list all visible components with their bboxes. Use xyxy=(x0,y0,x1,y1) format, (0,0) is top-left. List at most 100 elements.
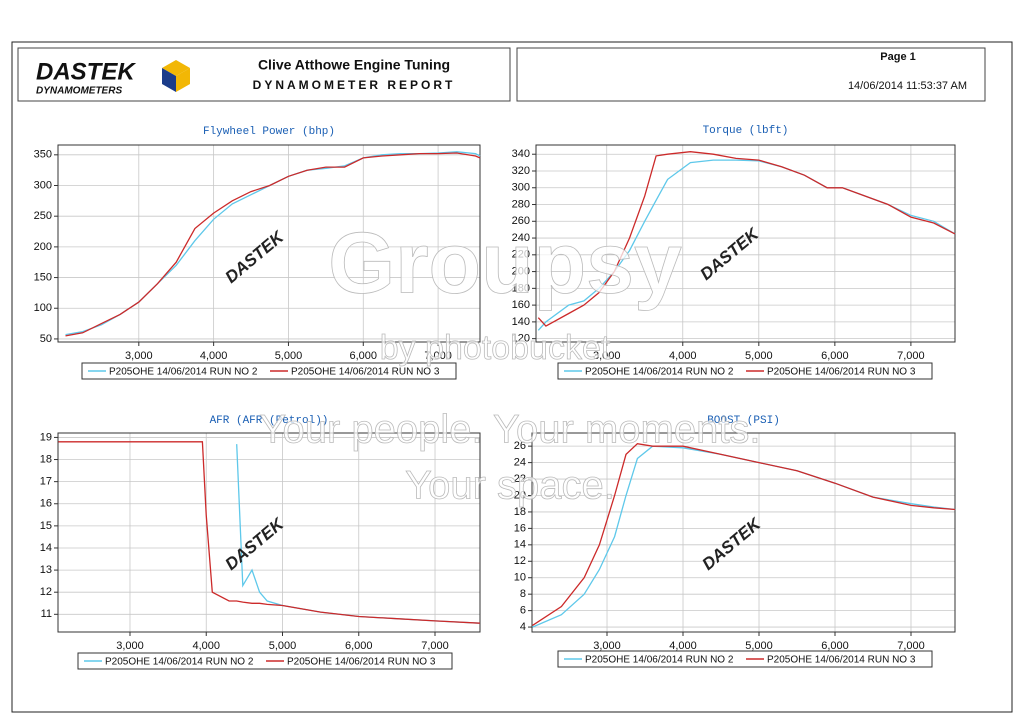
y-tick-label: 260 xyxy=(512,215,530,227)
legend: P205OHE 14/06/2014 RUN NO 2 P205OHE 14/06… xyxy=(557,362,933,380)
chart-title: Torque (lbft) xyxy=(703,125,789,137)
y-tick-label: 340 xyxy=(512,148,530,160)
y-tick-label: 240 xyxy=(512,232,530,244)
legend-label: P205OHE 14/06/2014 RUN NO 3 xyxy=(767,655,916,666)
data-line xyxy=(65,152,481,337)
x-tick-label: 4,000 xyxy=(669,640,697,652)
x-tick-label: 4,000 xyxy=(192,640,220,652)
y-tick-label: 50 xyxy=(40,333,52,345)
x-tick-label: 4,000 xyxy=(200,350,228,362)
x-tick-label: 3,000 xyxy=(593,640,621,652)
y-tick-label: 140 xyxy=(512,316,530,328)
chart-title: BOOST (PSI) xyxy=(707,415,780,427)
legend-box xyxy=(77,652,453,670)
plot-frame xyxy=(57,432,481,633)
x-tick-label: 6,000 xyxy=(350,350,378,362)
y-tick-label: 200 xyxy=(34,241,52,253)
y-tick-label: 200 xyxy=(512,265,530,277)
dastek-stamp: DASTEK xyxy=(698,513,765,574)
y-tick-label: 180 xyxy=(512,282,530,294)
x-tick-label: 7,000 xyxy=(421,640,449,652)
plot-frame xyxy=(535,144,956,343)
company: Clive Atthowe Engine Tuning xyxy=(258,57,450,73)
legend-box xyxy=(81,362,457,380)
y-tick-label: 19 xyxy=(40,431,52,443)
y-tick-label: 100 xyxy=(34,302,52,314)
y-tick-label: 150 xyxy=(34,271,52,283)
y-tick-label: 11 xyxy=(41,608,52,620)
y-tick-label: 12 xyxy=(514,555,526,567)
legend-label: P205OHE 14/06/2014 RUN NO 3 xyxy=(767,367,916,378)
legend-box xyxy=(557,362,933,380)
legend-label: P205OHE 14/06/2014 RUN NO 2 xyxy=(585,655,734,666)
legend-label: P205OHE 14/06/2014 RUN NO 3 xyxy=(291,367,440,378)
y-tick-label: 16 xyxy=(514,522,526,534)
header-right-box xyxy=(516,47,986,102)
x-tick-label: 7,000 xyxy=(897,640,925,652)
legend: P205OHE 14/06/2014 RUN NO 2 P205OHE 14/06… xyxy=(77,652,453,670)
x-tick-label: 3,000 xyxy=(125,350,153,362)
y-tick-label: 22 xyxy=(514,473,526,485)
y-tick-label: 20 xyxy=(514,489,526,501)
x-tick-label: 5,000 xyxy=(745,640,773,652)
y-tick-label: 4 xyxy=(520,621,526,633)
y-tick-label: 6 xyxy=(520,605,526,617)
y-tick-label: 160 xyxy=(512,299,530,311)
brand: DASTEK xyxy=(36,58,136,85)
y-tick-label: 350 xyxy=(34,149,52,161)
page-border xyxy=(11,41,1013,713)
y-tick-label: 8 xyxy=(520,588,526,600)
chart-title: AFR (AFR (Petrol)) xyxy=(210,415,329,427)
y-tick-label: 220 xyxy=(512,249,530,261)
y-tick-label: 24 xyxy=(514,457,526,469)
y-tick-label: 26 xyxy=(514,440,526,452)
legend-box xyxy=(557,650,933,668)
x-tick-label: 6,000 xyxy=(821,640,849,652)
y-tick-label: 14 xyxy=(40,542,52,554)
logo-cube xyxy=(162,60,190,92)
y-tick-label: 17 xyxy=(40,476,52,488)
legend: P205OHE 14/06/2014 RUN NO 2 P205OHE 14/06… xyxy=(81,362,457,380)
plot-frame xyxy=(531,432,956,633)
y-tick-label: 120 xyxy=(512,333,530,345)
legend-label: P205OHE 14/06/2014 RUN NO 3 xyxy=(287,657,436,668)
y-tick-label: 18 xyxy=(514,506,526,518)
y-tick-label: 13 xyxy=(40,564,52,576)
data-line xyxy=(58,441,481,624)
y-tick-label: 15 xyxy=(40,520,52,532)
data-line xyxy=(532,443,956,626)
y-tick-label: 14 xyxy=(514,539,526,551)
y-tick-label: 300 xyxy=(512,182,530,194)
report-title: DYNAMOMETER REPORT xyxy=(253,78,456,92)
y-tick-label: 280 xyxy=(512,198,530,210)
dastek-stamp: DASTEK xyxy=(221,513,288,574)
x-tick-label: 3,000 xyxy=(116,640,144,652)
timestamp: 14/06/2014 11:53:37 AM xyxy=(848,80,967,92)
legend-label: P205OHE 14/06/2014 RUN NO 2 xyxy=(585,367,734,378)
page-number: Page 1 xyxy=(880,51,915,63)
watermark-subtitle: by photobucket xyxy=(380,329,611,367)
watermark-slogan: Your space. xyxy=(405,464,615,508)
data-line xyxy=(537,151,956,327)
watermark-title: Groupsy xyxy=(328,216,682,312)
watermark-slogan: Your people. Your moments. xyxy=(259,408,760,452)
legend-label: P205OHE 14/06/2014 RUN NO 2 xyxy=(105,657,254,668)
legend-label: P205OHE 14/06/2014 RUN NO 2 xyxy=(109,367,258,378)
x-tick-label: 5,000 xyxy=(275,350,303,362)
y-tick-label: 18 xyxy=(40,453,52,465)
x-tick-label: 7,000 xyxy=(897,350,925,362)
y-tick-label: 16 xyxy=(40,498,52,510)
x-tick-label: 6,000 xyxy=(821,350,849,362)
x-tick-label: 3,000 xyxy=(593,350,621,362)
legend: P205OHE 14/06/2014 RUN NO 2 P205OHE 14/06… xyxy=(557,650,933,668)
header-left-box xyxy=(17,47,511,102)
x-tick-label: 4,000 xyxy=(669,350,697,362)
plot-frame xyxy=(57,144,481,343)
x-tick-label: 7,000 xyxy=(424,350,452,362)
y-tick-label: 12 xyxy=(40,586,52,598)
y-tick-label: 320 xyxy=(512,165,530,177)
dastek-stamp: DASTEK xyxy=(696,223,763,284)
x-tick-label: 6,000 xyxy=(345,640,373,652)
x-tick-label: 5,000 xyxy=(745,350,773,362)
x-tick-label: 5,000 xyxy=(269,640,297,652)
